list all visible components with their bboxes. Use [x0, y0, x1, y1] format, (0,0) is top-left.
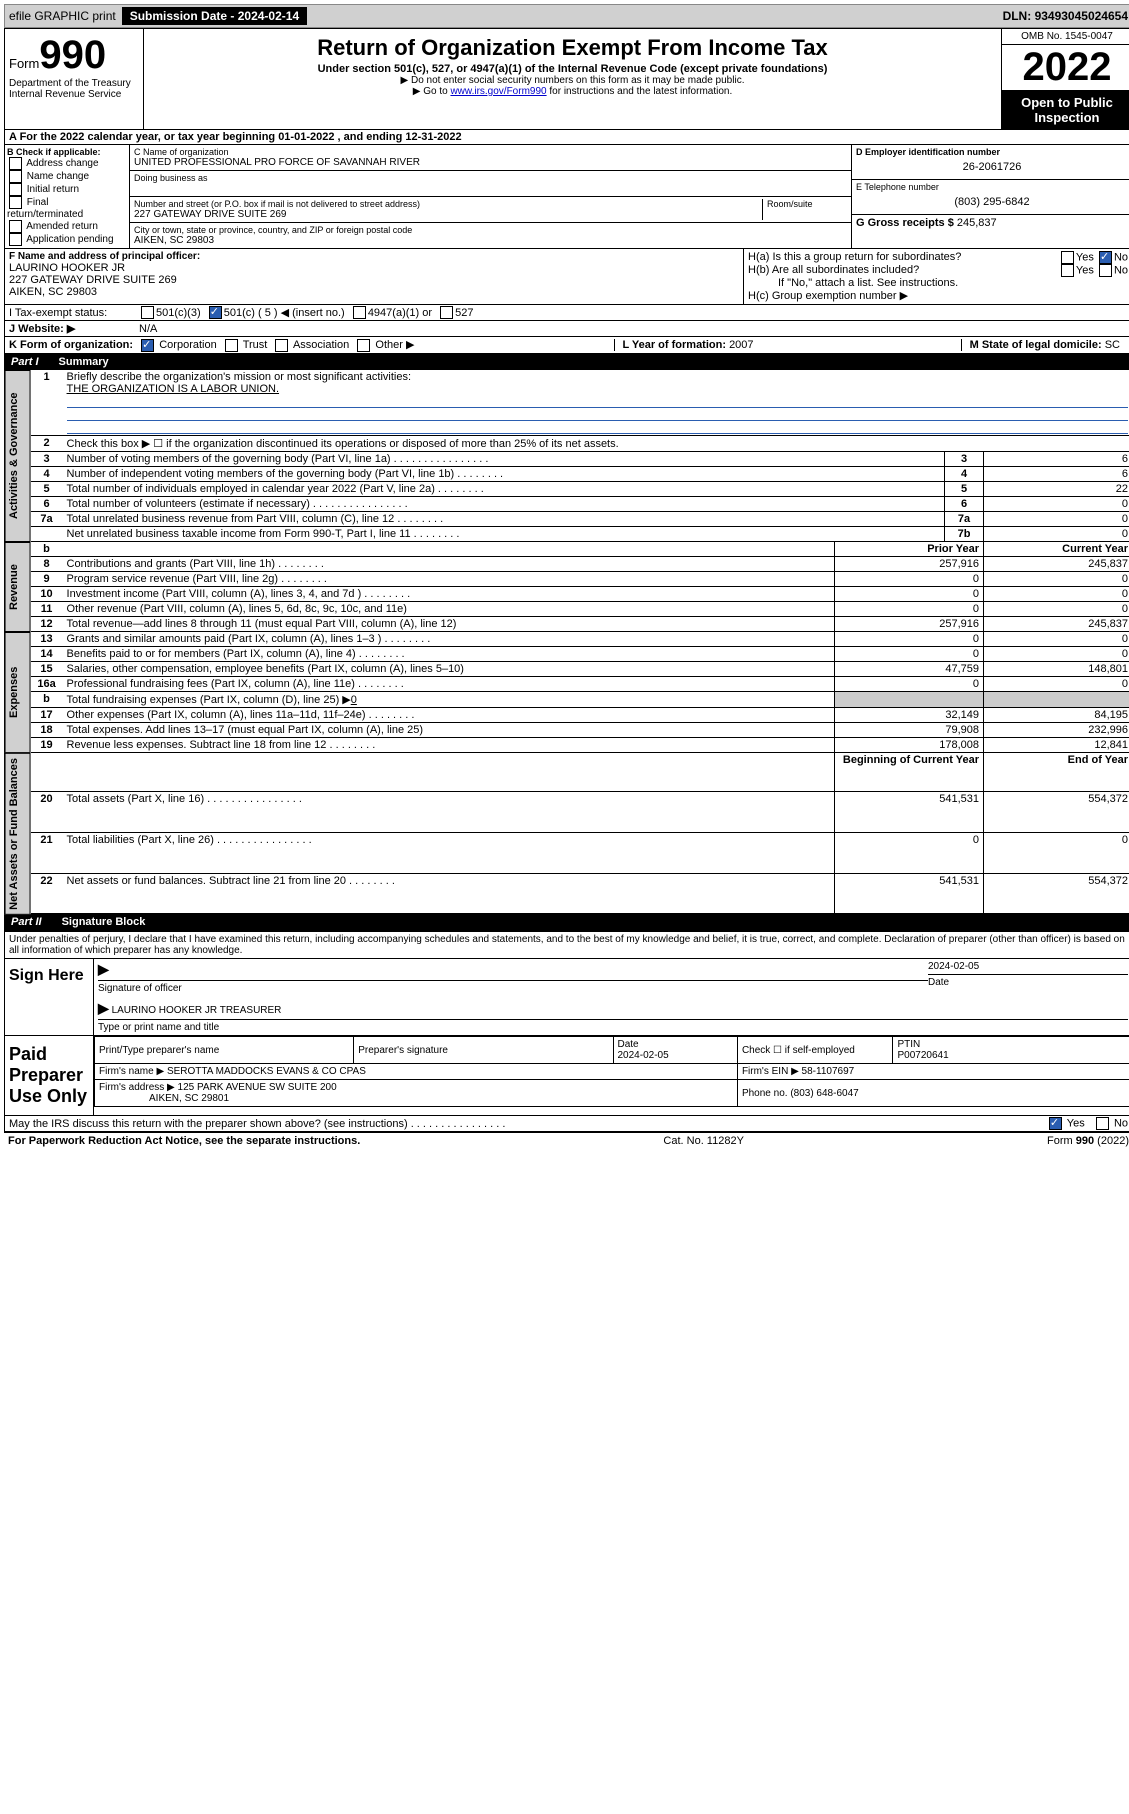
chk-corp[interactable] [141, 339, 154, 352]
vtab-netassets: Net Assets or Fund Balances [5, 753, 31, 915]
org-name-box: C Name of organization UNITED PROFESSION… [130, 145, 851, 171]
dln-label: DLN: 93493045024654 [1003, 9, 1128, 23]
part1-header: Part I Summary [5, 354, 1129, 370]
gross-box: G Gross receipts $ 245,837 [852, 215, 1129, 231]
open-public: Open to Public Inspection [1002, 91, 1129, 129]
chk-final-return[interactable]: Final return/terminated [7, 196, 127, 220]
chk-amended-return[interactable]: Amended return [7, 220, 127, 233]
chk-assoc[interactable] [275, 339, 288, 352]
netassets-table: Beginning of Current YearEnd of Year 20T… [31, 753, 1129, 915]
ein-box: D Employer identification number 26-2061… [852, 145, 1129, 180]
line-klm: K Form of organization: Corporation Trus… [5, 337, 1129, 354]
efile-label: efile GRAPHIC print [9, 9, 116, 23]
paid-preparer-table: Print/Type preparer's name Preparer's si… [94, 1036, 1129, 1107]
hb-note: If "No," attach a list. See instructions… [748, 277, 1128, 289]
form-title: Return of Organization Exempt From Incom… [148, 35, 997, 61]
may-irs-yes[interactable] [1049, 1117, 1062, 1130]
paperwork-notice: For Paperwork Reduction Act Notice, see … [8, 1135, 360, 1147]
sign-here-row: Sign Here ▶ Signature of officer 2024-02… [5, 958, 1129, 1035]
form-number: Form990 [9, 33, 139, 78]
vtab-expenses: Expenses [5, 632, 31, 753]
line-l: L Year of formation: 2007 [614, 339, 762, 351]
netassets-section: Net Assets or Fund Balances Beginning of… [5, 753, 1129, 915]
line-k: K Form of organization: Corporation Trus… [9, 338, 414, 352]
may-irs-no[interactable] [1096, 1117, 1109, 1130]
header-mid: Return of Organization Exempt From Incom… [144, 29, 1001, 129]
chk-address-change[interactable]: Address change [7, 157, 127, 170]
chk-4947[interactable] [353, 306, 366, 319]
chk-name-change[interactable]: Name change [7, 170, 127, 183]
expenses-table: 13Grants and similar amounts paid (Part … [31, 632, 1129, 753]
governance-table: 1 Briefly describe the organization's mi… [31, 370, 1129, 542]
irs-label: Internal Revenue Service [9, 89, 139, 100]
chk-app-pending[interactable]: Application pending [7, 233, 127, 246]
col-b: B Check if applicable: Address change Na… [5, 145, 130, 248]
ha-row: H(a) Is this a group return for subordin… [748, 251, 1128, 264]
expenses-section: Expenses 13Grants and similar amounts pa… [5, 632, 1129, 753]
col-b-title: B Check if applicable: [7, 147, 127, 157]
dept-label: Department of the Treasury [9, 78, 139, 89]
chk-trust[interactable] [225, 339, 238, 352]
chk-527[interactable] [440, 306, 453, 319]
paid-preparer-label: Paid Preparer Use Only [5, 1036, 94, 1115]
main-block: B Check if applicable: Address change Na… [5, 145, 1129, 249]
row-a: A For the 2022 calendar year, or tax yea… [5, 130, 1129, 145]
vtab-governance: Activities & Governance [5, 370, 31, 542]
chk-other[interactable] [357, 339, 370, 352]
top-bar: efile GRAPHIC print Submission Date - 20… [4, 4, 1129, 28]
cat-no: Cat. No. 11282Y [663, 1135, 744, 1147]
form-header: Form990 Department of the Treasury Inter… [5, 29, 1129, 130]
revenue-section: Revenue bPrior YearCurrent Year 8Contrib… [5, 542, 1129, 632]
city-box: City or town, state or province, country… [130, 223, 851, 248]
hb-yes[interactable] [1061, 264, 1074, 277]
phone-box: E Telephone number (803) 295-6842 [852, 180, 1129, 215]
irs-link[interactable]: www.irs.gov/Form990 [450, 86, 546, 97]
form-container: Form990 Department of the Treasury Inter… [4, 28, 1129, 1132]
line-m: M State of legal domicile: SC [961, 339, 1128, 351]
part2-header: Part II Signature Block [5, 914, 1129, 930]
may-irs-row: May the IRS discuss this return with the… [5, 1115, 1129, 1131]
col-d: D Employer identification number 26-2061… [851, 145, 1129, 248]
form-subtitle: Under section 501(c), 527, or 4947(a)(1)… [148, 63, 997, 75]
declaration: Under penalties of perjury, I declare th… [5, 932, 1129, 958]
footer: For Paperwork Reduction Act Notice, see … [4, 1132, 1129, 1149]
officer-box: F Name and address of principal officer:… [5, 249, 743, 304]
ha-yes[interactable] [1061, 251, 1074, 264]
omb-number: OMB No. 1545-0047 [1002, 29, 1129, 45]
col-c: C Name of organization UNITED PROFESSION… [130, 145, 1129, 248]
hb-no[interactable] [1099, 264, 1112, 277]
chk-501c3[interactable] [141, 306, 154, 319]
dba-box: Doing business as [130, 171, 851, 197]
form-note2: ▶ Go to www.irs.gov/Form990 for instruct… [148, 86, 997, 97]
sign-here-label: Sign Here [5, 959, 94, 1035]
submission-date-button[interactable]: Submission Date - 2024-02-14 [122, 7, 307, 25]
mission-text: THE ORGANIZATION IS A LABOR UNION. [67, 383, 280, 395]
paid-preparer-row: Paid Preparer Use Only Print/Type prepar… [5, 1035, 1129, 1115]
hc-row: H(c) Group exemption number ▶ [748, 289, 1128, 302]
tax-year: 2022 [1002, 45, 1129, 91]
chk-501c[interactable] [209, 306, 222, 319]
line-j: J Website: ▶ N/A [5, 321, 1129, 337]
governance-section: Activities & Governance 1 Briefly descri… [5, 370, 1129, 542]
form-note1: ▶ Do not enter social security numbers o… [148, 75, 997, 86]
h-box: H(a) Is this a group return for subordin… [743, 249, 1129, 304]
line-i: I Tax-exempt status: 501(c)(3) 501(c) ( … [5, 305, 1129, 321]
header-right: OMB No. 1545-0047 2022 Open to Public In… [1001, 29, 1129, 129]
ha-no[interactable] [1099, 251, 1112, 264]
vtab-revenue: Revenue [5, 542, 31, 632]
chk-initial-return[interactable]: Initial return [7, 183, 127, 196]
signature-block: Under penalties of perjury, I declare th… [5, 930, 1129, 1131]
hb-row: H(b) Are all subordinates included? Yes … [748, 264, 1128, 277]
sign-here-content: ▶ Signature of officer 2024-02-05 Date ▶… [94, 959, 1129, 1035]
form-ref: Form 990 (2022) [1047, 1135, 1129, 1147]
header-left: Form990 Department of the Treasury Inter… [5, 29, 144, 129]
officer-row: F Name and address of principal officer:… [5, 249, 1129, 305]
revenue-table: bPrior YearCurrent Year 8Contributions a… [31, 542, 1129, 632]
street-box: Number and street (or P.O. box if mail i… [130, 197, 851, 223]
